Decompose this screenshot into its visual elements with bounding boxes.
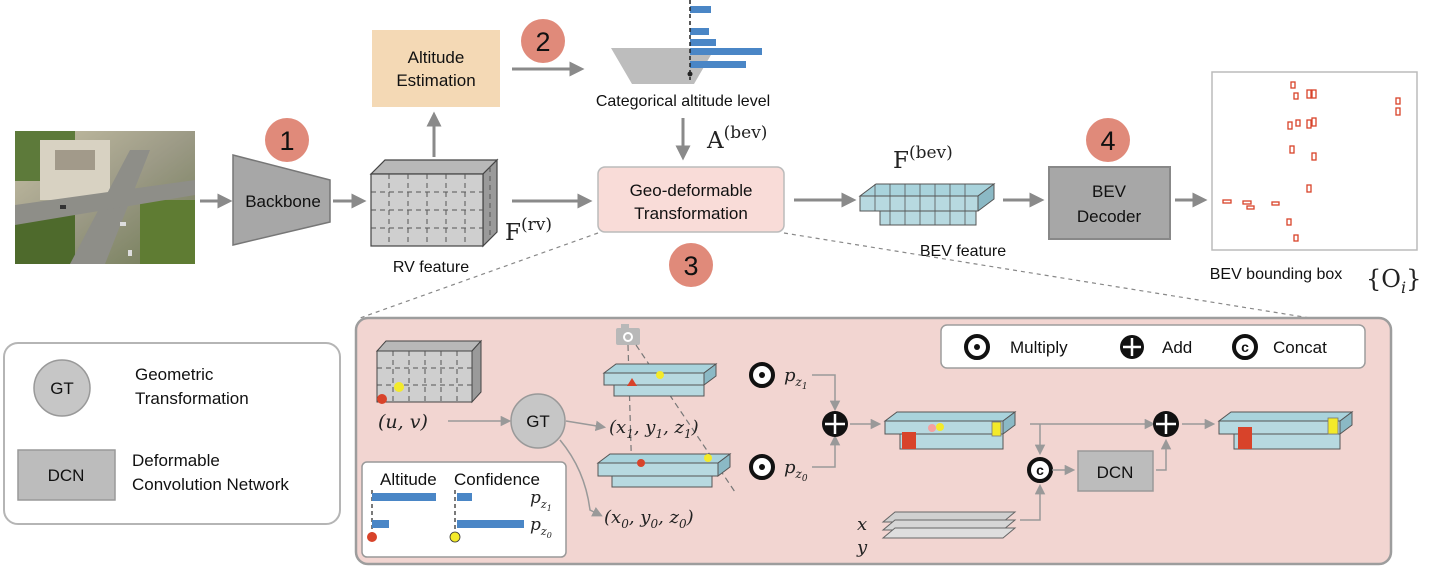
detail-gt-label: GT [526, 412, 550, 431]
slab-z0 [596, 453, 732, 488]
arrow-dcn-to-add2 [1156, 438, 1172, 471]
altitude-bar-z0 [372, 520, 389, 528]
a-bev-label: A(bev) [706, 123, 767, 154]
step-4-number: 4 [1100, 126, 1115, 156]
legend-dcn-label: DCN [48, 466, 85, 485]
bev-bbox-marks [1222, 81, 1401, 242]
bev-decoder-label-1: BEV [1092, 182, 1127, 201]
concat-icon-glyph: c [1241, 339, 1249, 355]
concat-op [1027, 457, 1053, 483]
geo-deformable-box [597, 166, 785, 233]
altitude-head: Altitude [380, 470, 437, 489]
detail-gt-circle [510, 393, 566, 449]
geo-deformable-label-1: Geo-deformable [630, 181, 753, 200]
legend-pz0-label: pz0 [530, 515, 552, 540]
zoom-connector-left [359, 232, 599, 319]
legend-gt-desc-2: Transformation [135, 389, 249, 408]
slab-merged [883, 411, 1017, 450]
arrow-gt-to-x1 [565, 420, 607, 432]
legend-dcn-box [17, 449, 116, 501]
backbone-label: Backbone [245, 192, 321, 211]
legend-gt-desc-1: Geometric [135, 365, 214, 384]
x0-coord-label: (x0, y0, z0) [604, 507, 694, 531]
bev-bbox-math: {Oi} [1366, 265, 1421, 297]
step-2-circle [521, 19, 565, 63]
pz0-label: pz0 [784, 457, 808, 484]
altitude-bar-z1 [372, 493, 436, 501]
arrow-xy-to-concat [1020, 483, 1046, 521]
confidence-head: Confidence [454, 470, 540, 489]
xy-planes [881, 511, 1017, 539]
ops-concat-label: Concat [1273, 338, 1327, 357]
arrow-z0-to-add [812, 434, 841, 468]
ops-legend-box [940, 324, 1366, 369]
bev-bbox-panel [1211, 71, 1418, 251]
detail-dcn-label: DCN [1097, 463, 1134, 482]
step-1-circle [265, 118, 309, 162]
concat-icon [1232, 334, 1258, 360]
rv-feature-label: RV feature [393, 259, 469, 276]
ops-multiply-label: Multiply [1010, 338, 1068, 357]
legend-pz1-label: pz1 [530, 488, 552, 513]
ops-add-label: Add [1162, 338, 1192, 357]
aerial-input-image [15, 131, 195, 264]
altitude-estimation-label-2: Estimation [396, 71, 475, 90]
confidence-bar-z0 [457, 520, 524, 528]
bev-decoder-label-2: Decoder [1077, 207, 1142, 226]
arrow-z1-to-add [812, 374, 841, 412]
confidence-bar-z1 [457, 493, 472, 501]
pz1-label: pz1 [784, 365, 808, 392]
legend-gt-label: GT [50, 379, 74, 398]
uv-label: (u, v) [378, 411, 428, 433]
slab-z1 [602, 363, 718, 397]
slab-output [1217, 411, 1354, 450]
histogram-bar [690, 28, 709, 35]
bev-feature-label: BEV feature [920, 243, 1006, 260]
zoom-connector-right [783, 232, 1311, 319]
detail-rv-grid [375, 339, 483, 404]
y-channel-label: y [856, 537, 868, 558]
detail-dcn-box [1077, 450, 1154, 492]
step-2-number: 2 [535, 27, 550, 57]
camera-icon [616, 324, 640, 345]
legend-dcn-desc-1: Deformable [132, 451, 220, 470]
backbone-block [232, 154, 331, 246]
x-channel-label: x [857, 514, 867, 535]
arrow-gt-to-x0 [559, 439, 603, 517]
x1-coord-label: (x1, y1, z1) [609, 417, 699, 441]
concat-op-glyph: c [1036, 462, 1044, 478]
bev-bbox-label: BEV bounding box [1210, 266, 1343, 283]
f-bev-label: F(bev) [893, 143, 953, 174]
histogram-bar [690, 61, 746, 68]
step-1-number: 1 [279, 126, 294, 156]
step-4-circle [1086, 118, 1130, 162]
altitude-estimation-box [372, 30, 500, 107]
rv-feature-cube [369, 158, 499, 248]
categorical-altitude-label: Categorical altitude level [596, 93, 770, 110]
red-point [377, 394, 387, 404]
legend-dcn-desc-2: Convolution Network [132, 475, 289, 494]
categorical-altitude-histogram [611, 0, 762, 84]
bev-decoder-box [1048, 166, 1171, 240]
altitude-estimation-label-1: Altitude [408, 48, 465, 67]
altitude-confidence-box [361, 461, 567, 558]
geo-deformable-label-2: Transformation [634, 204, 748, 223]
step-3-circle [669, 243, 713, 287]
histogram-bar [690, 39, 716, 46]
yellow-point [394, 382, 404, 392]
bev-feature-slab [858, 183, 996, 226]
histogram-bar [690, 48, 762, 55]
legend-gt-circle [33, 359, 91, 417]
step-3-number: 3 [683, 251, 698, 281]
f-rv-label: F(rv) [505, 215, 552, 246]
histogram-bar [690, 6, 711, 13]
